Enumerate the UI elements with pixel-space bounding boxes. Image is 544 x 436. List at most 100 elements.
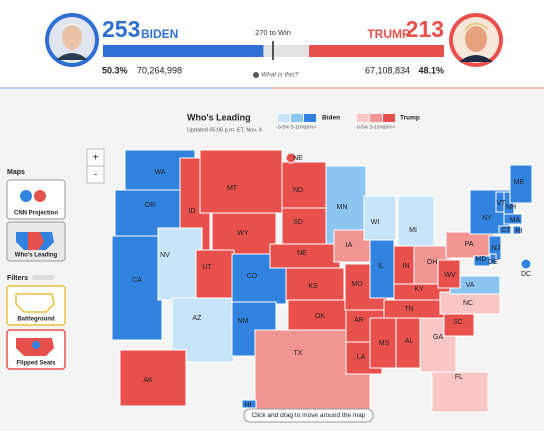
state-label: FL: [455, 374, 463, 381]
legend-trump: Trump: [400, 115, 420, 122]
state[interactable]: [431, 371, 489, 413]
state-label: MO: [351, 281, 363, 288]
info-icon[interactable]: [253, 72, 259, 78]
state[interactable]: [157, 227, 203, 301]
state-label: SC: [453, 319, 463, 326]
state[interactable]: [281, 161, 327, 209]
state[interactable]: [211, 212, 277, 256]
trump-votes: 67,108,834: [365, 65, 410, 75]
divider: [272, 87, 544, 89]
trump-name: TRUMP: [367, 27, 410, 41]
state-label: AK: [143, 377, 153, 384]
legend-updated: Updated 05:06 p.m. ET, Nov. 4: [187, 127, 262, 133]
legend-swatch: [370, 114, 382, 122]
state-label: LA: [357, 354, 366, 361]
state-label: ME: [514, 179, 525, 186]
trump-photo: [449, 13, 503, 67]
state[interactable]: [395, 317, 421, 369]
state[interactable]: [473, 255, 491, 267]
biden-ev-bar: [103, 45, 264, 57]
state-label: DC: [521, 271, 531, 278]
state-label: IN: [403, 263, 410, 270]
state-label: CA: [132, 277, 142, 284]
state-label: AR: [354, 317, 364, 324]
state[interactable]: [512, 225, 522, 235]
state[interactable]: [498, 225, 512, 235]
filters-title: Filters: [7, 275, 28, 282]
state-label: NJ: [492, 245, 501, 252]
state[interactable]: [199, 149, 283, 214]
zoom-out[interactable]: [86, 165, 105, 184]
icon: [32, 341, 40, 349]
state-label: CO: [247, 273, 258, 280]
state[interactable]: [397, 195, 435, 255]
trump-ev-bar: [308, 45, 444, 57]
legend-band: 5-10%: [291, 124, 306, 130]
state[interactable]: [111, 235, 163, 341]
filter-option-label: Battleground: [17, 317, 55, 323]
hint-pill: [243, 408, 374, 423]
state[interactable]: [509, 164, 533, 204]
state-label: OH: [427, 259, 438, 266]
state-label: RI: [516, 228, 523, 235]
state[interactable]: [437, 259, 461, 289]
legend-band: 0-5%: [278, 124, 290, 130]
state-label: HI: [245, 402, 252, 409]
legend-title: Who's Leading: [187, 112, 251, 122]
state-label: NC: [463, 300, 473, 307]
map-option-label: CNN Projection: [14, 211, 58, 217]
state-label: TN: [404, 306, 413, 313]
legend-band: 0-5%: [357, 124, 369, 130]
state-label: NM: [238, 318, 249, 325]
state[interactable]: [285, 267, 345, 301]
state-label: PA: [465, 241, 474, 248]
legend-swatch: [278, 114, 290, 122]
state-marker[interactable]: [520, 258, 532, 270]
state-label: MS: [379, 340, 390, 347]
biden-pct: 50.3%: [102, 65, 128, 75]
state-label: MD: [476, 256, 487, 263]
state-label: WY: [237, 230, 249, 237]
icon: [20, 190, 32, 202]
zoom-out-label: -: [94, 170, 97, 181]
filters-toggle[interactable]: [32, 275, 54, 280]
legend-swatch: [383, 114, 395, 122]
state[interactable]: [269, 243, 341, 269]
state-label: DE: [488, 259, 498, 266]
info-link[interactable]: What is this?: [261, 72, 299, 79]
filter-option[interactable]: [6, 285, 66, 326]
state[interactable]: [369, 239, 395, 299]
state-label: SD: [293, 219, 303, 226]
state[interactable]: [363, 195, 397, 241]
state[interactable]: [195, 249, 235, 301]
biden-photo: [45, 13, 99, 67]
state-label: VT: [497, 200, 507, 207]
hint: Click and drag to move around the map: [252, 412, 366, 419]
state-label: NV: [160, 252, 170, 259]
state-label: IA: [346, 242, 353, 249]
state[interactable]: [287, 299, 351, 331]
state-marker[interactable]: [285, 152, 297, 164]
zoom: [86, 148, 105, 184]
state-label: VA: [466, 282, 475, 289]
state-label: CT: [501, 227, 511, 234]
biden-votes: 70,264,998: [137, 65, 182, 75]
state[interactable]: [241, 399, 257, 409]
state-label: NH: [506, 204, 516, 211]
divider: [0, 87, 272, 89]
win-label: 270 to Win: [255, 28, 291, 37]
filter-option-label: Flipped Seats: [16, 361, 56, 367]
state[interactable]: [503, 213, 523, 225]
state-label: UT: [202, 264, 212, 271]
state[interactable]: [281, 207, 331, 245]
zoom-in-label: +: [93, 153, 99, 164]
legend-biden: Biden: [322, 115, 340, 122]
map: WA OR CA ID MT WY NV UT AZ CO NM ND SD NE KS OK TX MN IA MO…: [111, 149, 533, 413]
state-label: ID: [189, 208, 196, 215]
state-label: MN: [337, 204, 348, 211]
state-label: GA: [433, 334, 443, 341]
state[interactable]: [119, 349, 187, 407]
biden-name: BIDEN: [141, 27, 178, 41]
state-label: WI: [371, 219, 380, 226]
